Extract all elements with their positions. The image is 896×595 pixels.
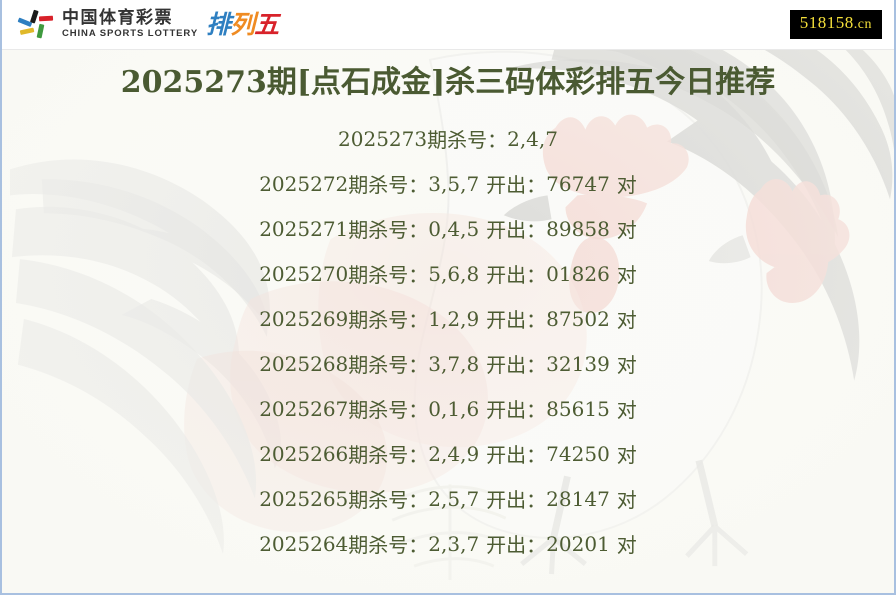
row-period: 2025265 bbox=[259, 486, 349, 511]
row-period: 2025272 bbox=[259, 171, 349, 196]
row-draw-numbers: 85615 bbox=[546, 396, 610, 421]
row-result-badge: 对 bbox=[616, 488, 637, 512]
row-result-badge: 对 bbox=[616, 218, 637, 242]
row-period: 2025270 bbox=[259, 261, 349, 286]
row-period: 2025273 bbox=[338, 126, 428, 151]
row-period: 2025266 bbox=[259, 441, 349, 466]
row-draw-numbers: 01826 bbox=[546, 261, 610, 286]
game-name-char-1: 排 bbox=[206, 9, 231, 39]
row-period: 2025271 bbox=[259, 216, 349, 241]
row-result-badge: 对 bbox=[616, 353, 637, 377]
page-title: 2025273期[点石成金]杀三码体彩排五今日推荐 bbox=[120, 65, 776, 100]
row-draw-numbers: 32139 bbox=[546, 351, 610, 376]
row-draw-numbers: 89858 bbox=[546, 216, 610, 241]
row-period-label: 期杀号： bbox=[427, 128, 508, 152]
game-name-char-2: 列 bbox=[230, 9, 255, 39]
row-kill-numbers: 2,4,9 bbox=[428, 441, 480, 466]
row-draw-label: 开出： bbox=[486, 398, 547, 422]
row-kill-numbers: 2,5,7 bbox=[428, 486, 480, 511]
row-draw-numbers: 87502 bbox=[546, 306, 610, 331]
prediction-row: 2025265 期杀号： 2,5,7 开出： 28147 对 bbox=[2, 476, 894, 521]
logo-chinese-name: 中国体育彩票 bbox=[62, 8, 173, 28]
prediction-row: 2025273 期杀号： 2,4,7 bbox=[2, 116, 894, 161]
watermark-domain-tld: .cn bbox=[853, 17, 872, 32]
row-period-label: 期杀号： bbox=[348, 308, 429, 332]
row-result-badge: 对 bbox=[616, 308, 637, 332]
prediction-row: 2025269 期杀号： 1,2,9 开出： 87502 对 bbox=[2, 296, 894, 341]
prediction-row: 2025267 期杀号： 0,1,6 开出： 85615 对 bbox=[2, 386, 894, 431]
china-sports-lottery-logo-icon bbox=[16, 8, 54, 42]
row-draw-label: 开出： bbox=[486, 218, 547, 242]
row-kill-numbers: 0,1,6 bbox=[428, 396, 480, 421]
row-period-label: 期杀号： bbox=[348, 398, 429, 422]
row-period-label: 期杀号： bbox=[348, 443, 429, 467]
site-watermark: 518158.cn bbox=[789, 10, 882, 39]
prediction-row: 2025264 期杀号： 2,3,7 开出： 20201 对 bbox=[2, 521, 894, 566]
prediction-row: 2025272 期杀号： 3,5,7 开出： 76747 对 bbox=[2, 161, 894, 206]
row-period-label: 期杀号： bbox=[348, 173, 429, 197]
row-draw-label: 开出： bbox=[486, 173, 547, 197]
row-period: 2025268 bbox=[259, 351, 349, 376]
row-period: 2025264 bbox=[259, 531, 349, 556]
row-period: 2025269 bbox=[259, 306, 349, 331]
row-period-label: 期杀号： bbox=[348, 533, 429, 557]
prediction-row: 2025271 期杀号： 0,4,5 开出： 89858 对 bbox=[2, 206, 894, 251]
row-result-badge: 对 bbox=[616, 263, 637, 287]
row-draw-numbers: 20201 bbox=[546, 531, 610, 556]
row-result-badge: 对 bbox=[616, 533, 637, 557]
row-period-label: 期杀号： bbox=[348, 353, 429, 377]
row-draw-label: 开出： bbox=[486, 443, 547, 467]
row-period: 2025267 bbox=[259, 396, 349, 421]
row-draw-label: 开出： bbox=[486, 308, 547, 332]
row-draw-numbers: 74250 bbox=[546, 441, 610, 466]
row-result-badge: 对 bbox=[616, 398, 637, 422]
prediction-row: 2025270 期杀号： 5,6,8 开出： 01826 对 bbox=[2, 251, 894, 296]
row-period-label: 期杀号： bbox=[348, 263, 429, 287]
row-result-badge: 对 bbox=[616, 443, 637, 467]
row-kill-numbers: 3,5,7 bbox=[428, 171, 480, 196]
game-name-pailiewu: 排列五 bbox=[206, 9, 279, 40]
site-header: 中国体育彩票 CHINA SPORTS LOTTERY 排列五 bbox=[2, 0, 894, 50]
row-kill-numbers: 2,3,7 bbox=[428, 531, 480, 556]
row-kill-numbers: 5,6,8 bbox=[428, 261, 480, 286]
prediction-row: 2025268 期杀号： 3,7,8 开出： 32139 对 bbox=[2, 341, 894, 386]
prediction-list: 2025273 期杀号： 2,4,7 2025272 期杀号： 3,5,7 开出： 76747… bbox=[2, 116, 894, 566]
row-draw-numbers: 28147 bbox=[546, 486, 610, 511]
row-draw-label: 开出： bbox=[486, 533, 547, 557]
row-period-label: 期杀号： bbox=[348, 488, 429, 512]
row-period-label: 期杀号： bbox=[348, 218, 429, 242]
row-kill-numbers: 0,4,5 bbox=[428, 216, 480, 241]
row-kill-numbers: 2,4,7 bbox=[507, 126, 558, 151]
game-name-char-3: 五 bbox=[254, 9, 279, 39]
row-draw-label: 开出： bbox=[486, 263, 547, 287]
row-draw-label: 开出： bbox=[486, 488, 547, 512]
prediction-row: 2025266 期杀号： 2,4,9 开出： 74250 对 bbox=[2, 431, 894, 476]
row-draw-label: 开出： bbox=[486, 353, 547, 377]
row-draw-numbers: 76747 bbox=[546, 171, 610, 196]
row-kill-numbers: 3,7,8 bbox=[428, 351, 480, 376]
watermark-domain-name: 518158 bbox=[799, 13, 854, 32]
row-result-badge: 对 bbox=[616, 173, 637, 197]
row-kill-numbers: 1,2,9 bbox=[428, 306, 480, 331]
logo-wordmark: 中国体育彩票 CHINA SPORTS LOTTERY bbox=[62, 9, 198, 40]
logo-english-name: CHINA SPORTS LOTTERY bbox=[62, 28, 199, 39]
